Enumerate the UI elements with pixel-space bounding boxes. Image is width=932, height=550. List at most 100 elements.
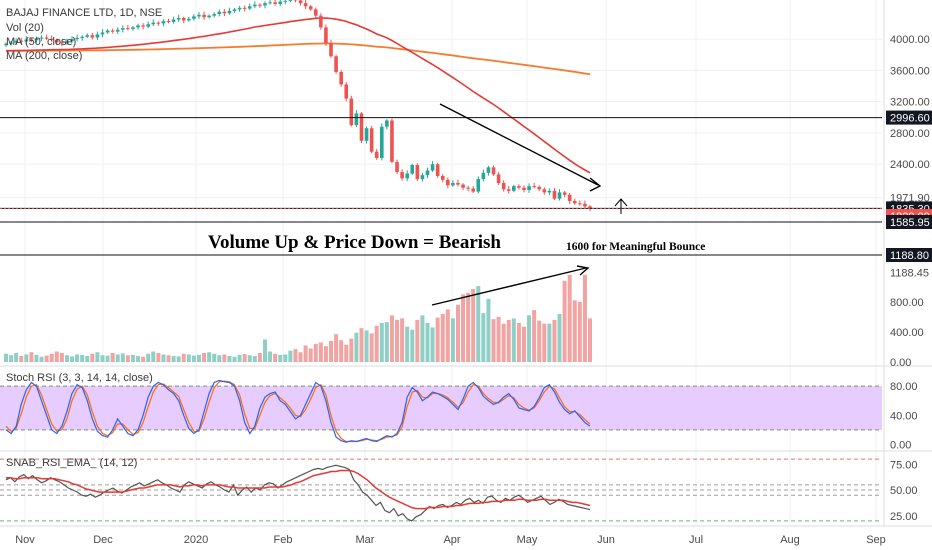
volume-bar-17 [90, 353, 95, 362]
time-tick-10: Sep [866, 534, 886, 546]
volume-bar-45 [232, 356, 237, 362]
candle-body-9 [49, 38, 54, 40]
candle-body-34 [176, 17, 181, 20]
candle-body-106 [542, 189, 547, 193]
stoch-d-line [5, 380, 591, 443]
snab-tick-0: 75.00 [890, 459, 918, 471]
volume-bar-71 [364, 330, 369, 362]
volume-bar-85 [435, 317, 440, 362]
candle-body-85 [435, 164, 440, 176]
volume-bar-78 [400, 318, 405, 362]
time-tick-8: Jul [689, 534, 703, 546]
volume-bar-93 [476, 286, 481, 362]
volume-bar-37 [191, 355, 196, 362]
candle-body-59 [303, 3, 308, 7]
candle-body-77 [395, 161, 399, 173]
time-tick-0: Nov [15, 534, 35, 546]
candle-body-89 [456, 183, 460, 185]
volume-bar-54 [278, 354, 283, 362]
snab-rsi-title: SNAB_RSI_EMA_ (14, 12) [6, 457, 137, 469]
bounce-arrow [614, 198, 628, 214]
candle-body-45 [232, 9, 237, 11]
volume-bars [0, 274, 932, 367]
volume-bar-21 [110, 352, 115, 362]
volume-bar-96 [491, 319, 496, 362]
candle-body-107 [547, 190, 552, 193]
volume-bar-81 [415, 319, 420, 362]
volume-bar-94 [481, 313, 486, 362]
stoch-rsi-title: Stoch RSI (3, 3, 14, 14, close) [6, 372, 153, 384]
price-tag-0: 2996.60 [890, 113, 930, 125]
candle-body-18 [95, 34, 100, 38]
candle-body-69 [354, 113, 359, 126]
snab-tick-2: 25.00 [890, 511, 918, 523]
candle-body-30 [156, 22, 161, 24]
candle-body-100 [512, 186, 516, 191]
volume-bar-86 [440, 313, 445, 362]
volume-bar-72 [369, 333, 374, 362]
volume-bar-11 [59, 352, 64, 362]
candle-body-26 [136, 25, 140, 28]
volume-bar-38 [196, 354, 201, 362]
candle-body-104 [532, 186, 536, 188]
volume-bar-107 [547, 323, 552, 362]
price-tick-0: 4000.00 [890, 34, 930, 46]
volume-bar-31 [161, 354, 166, 362]
volume-tick-1: 800.00 [890, 297, 924, 309]
volume-bar-53 [273, 353, 278, 362]
volume-bar-64 [329, 340, 334, 362]
candle-body-111 [567, 194, 572, 201]
ma200-path [6, 42, 591, 76]
snab-ema-line [6, 469, 591, 510]
candle-body-96 [491, 167, 496, 175]
candle-body-16 [85, 35, 90, 37]
volume-bar-89 [455, 304, 460, 362]
legend-ma50: MA (50, close) [6, 36, 76, 48]
volume-bar-106 [542, 323, 547, 362]
volume-bar-84 [430, 327, 435, 362]
volume-bar-91 [466, 292, 471, 362]
ma50-line [6, 17, 591, 174]
candle-body-62 [319, 15, 323, 28]
volume-bar-109 [557, 313, 562, 362]
volume-bar-65 [334, 334, 339, 362]
candle-body-22 [115, 29, 120, 32]
volume-bar-25 [130, 354, 135, 362]
volume-bar-6 [34, 354, 39, 362]
volume-bar-114 [582, 274, 587, 362]
volume-bar-0 [4, 353, 8, 362]
price-tag-bg-3 [886, 215, 932, 229]
candle-body-28 [146, 24, 150, 27]
ma50-path [6, 17, 591, 174]
candle-body-102 [522, 187, 526, 191]
candle-body-98 [501, 183, 506, 190]
candle-body-15 [80, 36, 84, 38]
volume-bar-55 [283, 354, 288, 362]
candle-body-53 [273, 2, 277, 4]
price-tick-3: 2800.00 [890, 128, 930, 140]
symbol-title: BAJAJ FINANCE LTD, 1D, NSE [6, 7, 162, 19]
volume-bar-95 [486, 298, 491, 362]
volume-bar-19 [100, 355, 105, 362]
volume-bar-73 [374, 325, 379, 362]
bounce-annotation: 1600 for Meaningful Bounce [566, 241, 705, 253]
stoch-k-line [5, 379, 591, 443]
volume-bar-43 [222, 354, 227, 362]
volume-bar-70 [359, 328, 364, 362]
volume-bar-12 [64, 355, 69, 362]
volume-bar-100 [511, 318, 516, 362]
candle-body-33 [171, 19, 176, 22]
volume-bar-103 [527, 315, 532, 362]
volume-bar-101 [516, 322, 521, 362]
volume-bar-77 [395, 319, 400, 362]
volume-bar-56 [288, 350, 293, 362]
candle-body-90 [461, 184, 465, 188]
legend-volume: Vol (20) [6, 22, 44, 34]
candle-body-64 [329, 43, 333, 57]
candle-body-114 [583, 203, 587, 207]
candle-body-68 [349, 98, 354, 126]
candle-body-76 [390, 120, 394, 162]
volume-bar-92 [471, 289, 476, 362]
candle-body-24 [126, 28, 130, 30]
